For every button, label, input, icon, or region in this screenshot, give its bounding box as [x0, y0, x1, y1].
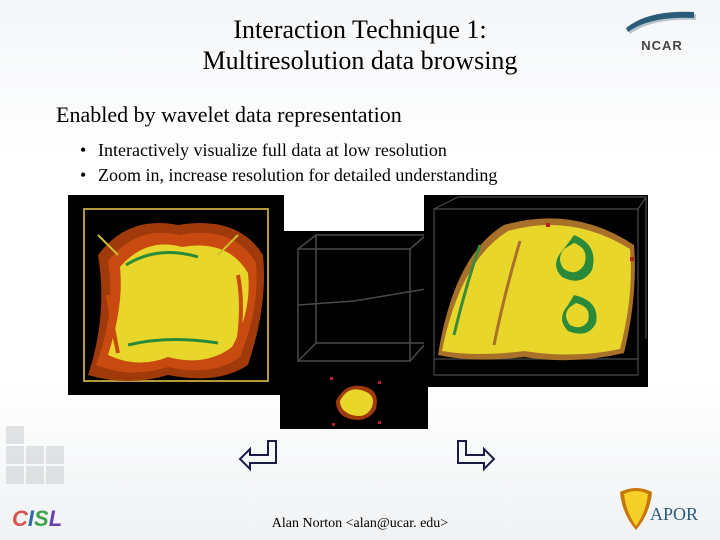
figure-zoom-box	[280, 231, 428, 429]
page-title: Interaction Technique 1: Multiresolution…	[80, 0, 640, 76]
arrow-right-icon	[452, 437, 496, 473]
footer-attribution: Alan Norton <alan@ucar. edu>	[0, 516, 720, 532]
bullet-item: Interactively visualize full data at low…	[80, 138, 720, 162]
bullet-item: Zoom in, increase resolution for detaile…	[80, 163, 720, 187]
title-line-2: Multiresolution data browsing	[203, 46, 518, 75]
bullet-list: Interactively visualize full data at low…	[80, 138, 720, 187]
decorative-squares	[6, 426, 78, 490]
figure-area	[0, 195, 720, 475]
subtitle: Enabled by wavelet data representation	[56, 102, 720, 128]
figure-low-res	[68, 195, 284, 395]
ncar-label: NCAR	[641, 38, 683, 53]
ncar-swoosh-icon	[626, 10, 698, 36]
ncar-logo: NCAR	[618, 10, 706, 62]
arrow-left-icon	[238, 437, 282, 473]
figure-high-res	[424, 195, 648, 387]
title-line-1: Interaction Technique 1:	[233, 15, 486, 44]
